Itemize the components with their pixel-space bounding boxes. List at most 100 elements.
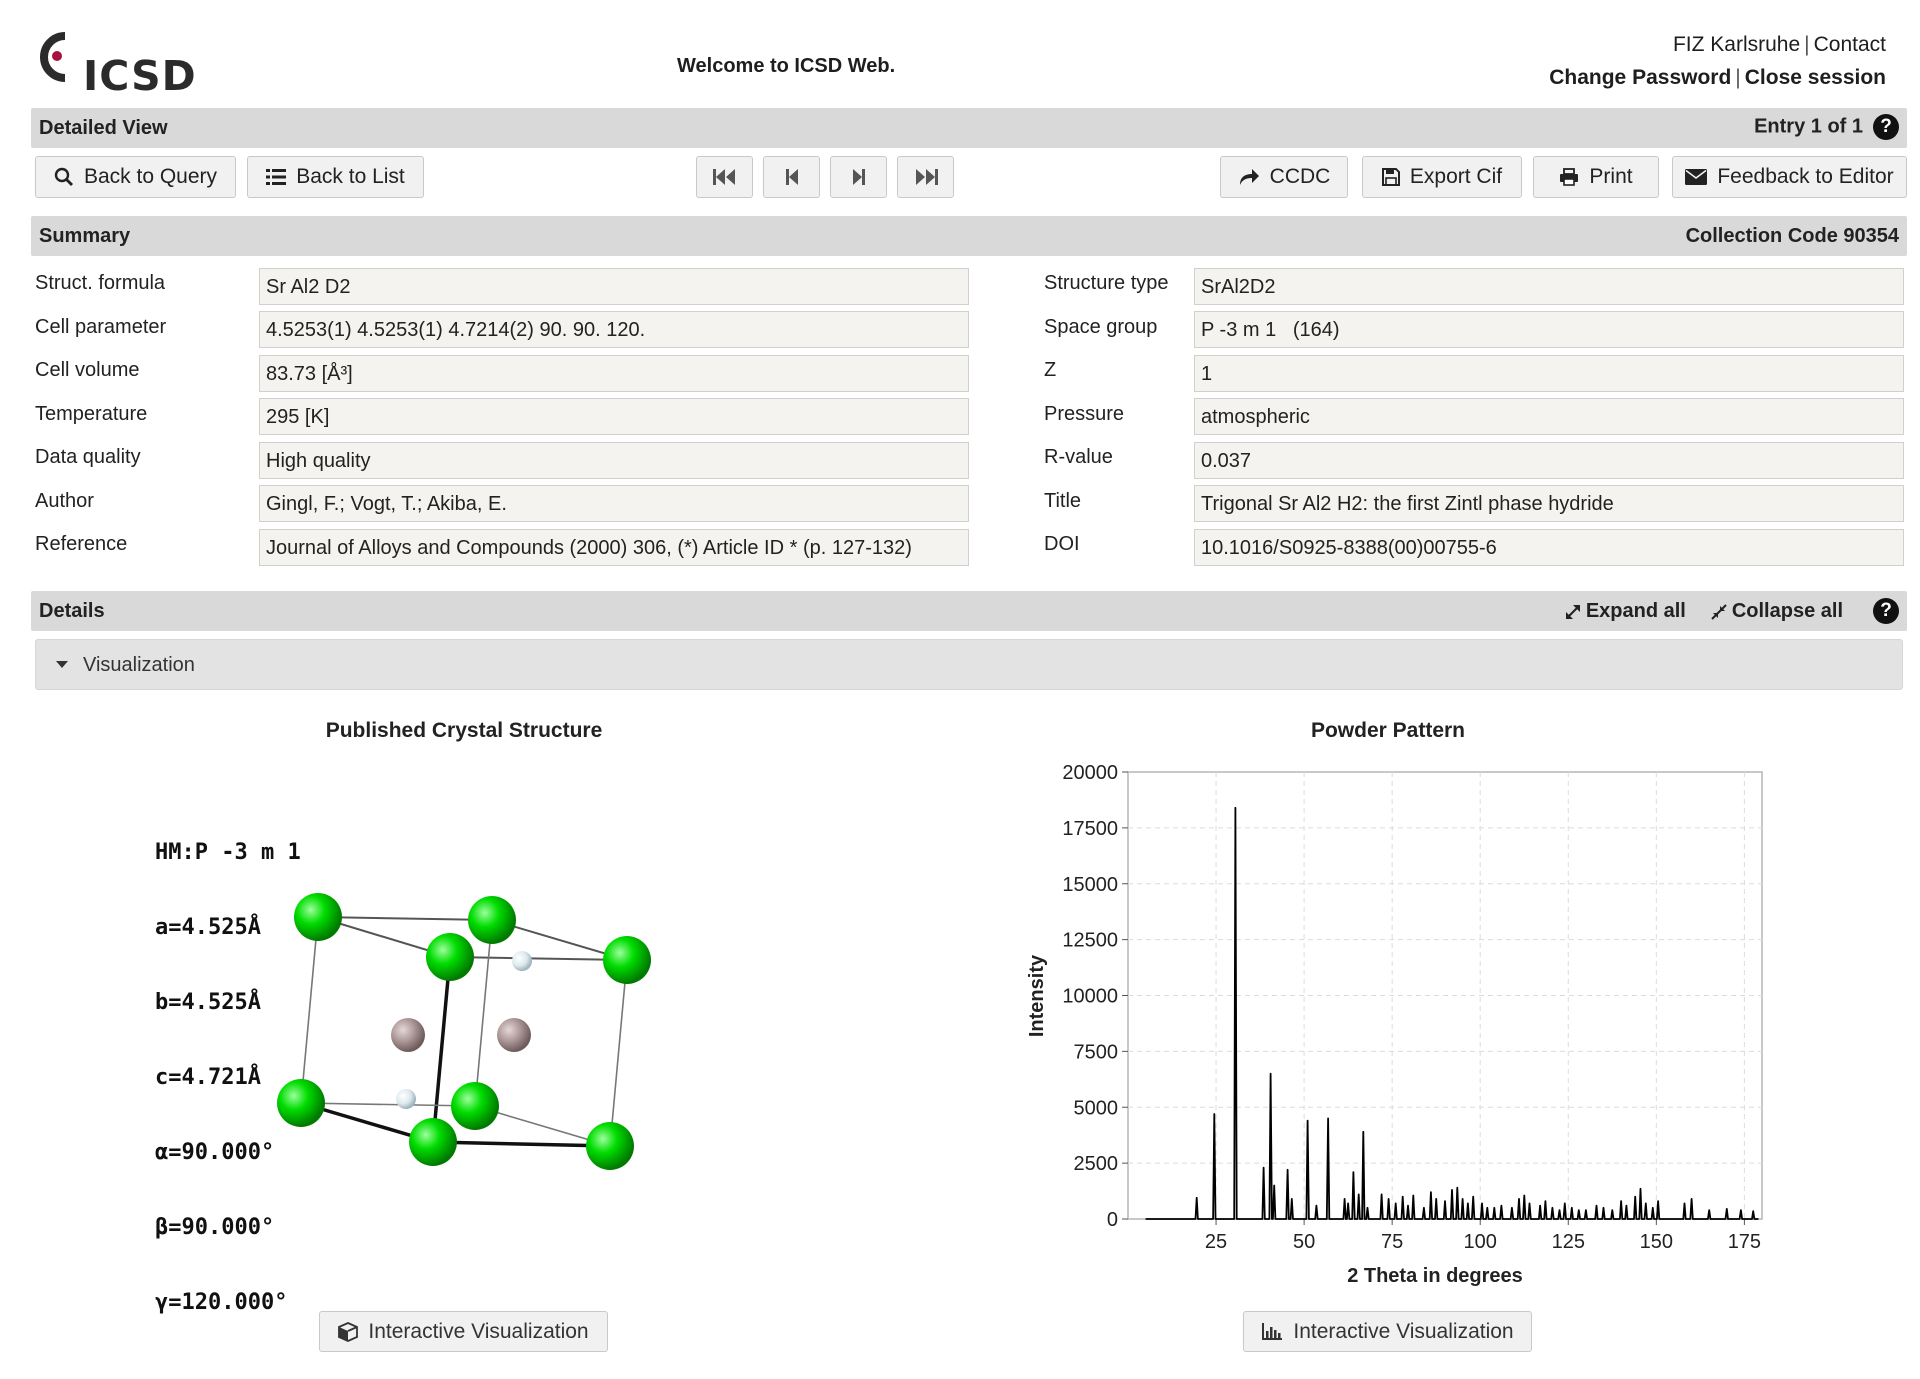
bar-chart-icon (1262, 1322, 1283, 1340)
y-tick-label: 15000 (1062, 874, 1118, 896)
chart-grid (1127, 771, 1763, 1220)
last-entry-button[interactable] (897, 156, 954, 198)
chart-peaks (1145, 806, 1759, 1220)
details-title: Details (39, 600, 105, 622)
visualization-accordion-header[interactable]: Visualization (35, 639, 1903, 690)
visualization-label: Visualization (83, 654, 195, 676)
last-entry-icon (915, 169, 938, 185)
aluminium-atom (409, 1118, 457, 1166)
account-links: FIZ Karlsruhe | Contact Change Password | Cl… (1549, 28, 1886, 94)
x-tick-label: 150 (1640, 1231, 1673, 1253)
z-label: Z (1044, 359, 1057, 381)
x-tick-label: 175 (1728, 1231, 1761, 1253)
first-entry-icon (712, 169, 735, 185)
expand-collapse-controls: Expand all Collapse all (1564, 600, 1843, 623)
lattice-c-text: c=4.721Å (155, 1065, 261, 1090)
icsd-logo[interactable]: ICSD (33, 26, 196, 100)
feedback-to-editor-button[interactable]: Feedback to Editor (1672, 156, 1907, 198)
space-group-field: P -3 m 1 (164) (1194, 311, 1904, 348)
author-label: Author (35, 490, 94, 512)
crystal-structure-title: Published Crystal Structure (325, 719, 603, 742)
caret-down-icon (56, 661, 68, 668)
cell-parameter-label: Cell parameter (35, 316, 167, 338)
lattice-beta-text: β=90.000° (155, 1215, 275, 1240)
back-to-list-label: Back to List (296, 165, 405, 188)
author-field: Gingl, F.; Vogt, T.; Akiba, E. (259, 485, 969, 522)
powder-pattern-title: Powder Pattern (1310, 719, 1466, 742)
feedback-label: Feedback to Editor (1717, 165, 1894, 188)
details-bar: Details Expand all Collapse all ? (31, 591, 1907, 631)
doi-field: 10.1016/S0925-8388(00)00755-6 (1194, 529, 1904, 566)
crystal-structure-viewer[interactable] (260, 880, 680, 1180)
chart-axes: 0 2500 5000 7500 10000 12500 15000 17500 20000 25… (1062, 762, 1761, 1253)
x-tick-label: 50 (1293, 1231, 1315, 1253)
link-separator: | (1804, 33, 1810, 56)
x-tick-label: 75 (1381, 1231, 1403, 1253)
back-to-list-button[interactable]: Back to List (247, 156, 424, 198)
print-label: Print (1589, 165, 1633, 188)
doi-label: DOI (1044, 533, 1080, 555)
change-password-link[interactable]: Change Password (1549, 66, 1732, 89)
y-tick-label: 0 (1107, 1209, 1118, 1231)
struct-formula-field: Sr Al2 D2 (259, 268, 969, 305)
temperature-label: Temperature (35, 403, 148, 425)
previous-entry-icon (785, 169, 798, 185)
structure-type-label: Structure type (1044, 272, 1169, 294)
collapse-all-button[interactable]: Collapse all (1710, 600, 1843, 623)
crystal-interactive-visualization-button[interactable]: Interactive Visualization (319, 1311, 608, 1352)
close-session-link[interactable]: Close session (1744, 66, 1886, 89)
toolbar: Back to Query Back to List CCDC Export C… (31, 156, 1907, 198)
y-tick-label: 2500 (1074, 1153, 1119, 1175)
list-icon (266, 169, 287, 185)
back-to-query-label: Back to Query (83, 165, 218, 188)
logo-arc-icon (40, 32, 66, 82)
cell-parameter-field: 4.5253(1) 4.5253(1) 4.7214(2) 90. 90. 12… (259, 311, 969, 348)
entry-counter: Entry 1 of 1 (1754, 115, 1863, 138)
title-label: Title (1044, 490, 1082, 512)
reference-field: Journal of Alloys and Compounds (2000) 3… (259, 529, 969, 566)
space-group-label: Space group (1044, 316, 1158, 338)
x-axis-label: 2 Theta in degrees (1347, 1265, 1523, 1287)
lattice-alpha-text: α=90.000° (155, 1140, 275, 1165)
contact-link[interactable]: Contact (1813, 33, 1886, 56)
lattice-gamma-text: γ=120.000° (155, 1290, 288, 1315)
powder-interactive-visualization-button[interactable]: Interactive Visualization (1243, 1311, 1532, 1352)
r-value-label: R-value (1044, 446, 1113, 468)
print-button[interactable]: Print (1533, 156, 1659, 198)
expand-all-label: Expand all (1585, 600, 1686, 622)
y-tick-label: 5000 (1074, 1097, 1119, 1119)
aluminium-atom (451, 1082, 499, 1130)
logo-text: ICSD (83, 52, 197, 100)
hydrogen-atom (396, 1089, 416, 1109)
previous-entry-button[interactable] (763, 156, 820, 198)
cell-volume-label: Cell volume (35, 359, 140, 381)
details-help-icon[interactable]: ? (1873, 598, 1899, 624)
y-tick-label: 17500 (1062, 818, 1118, 840)
collection-code: Collection Code 90354 (1685, 225, 1899, 247)
powder-pattern-line (1145, 806, 1759, 1220)
expand-all-button[interactable]: Expand all (1564, 600, 1686, 623)
y-tick-label: 12500 (1062, 930, 1118, 952)
y-tick-label: 10000 (1062, 986, 1118, 1008)
y-axis-label: Intensity (1026, 954, 1048, 1037)
pressure-field: atmospheric (1194, 398, 1904, 435)
aluminium-atom (468, 896, 516, 944)
cell-volume-field: 83.73 [Å³] (259, 355, 969, 392)
back-to-query-button[interactable]: Back to Query (35, 156, 236, 198)
y-tick-label: 7500 (1074, 1041, 1119, 1063)
compress-icon (1711, 603, 1727, 620)
help-icon[interactable]: ? (1873, 114, 1899, 140)
export-cif-button[interactable]: Export Cif (1362, 156, 1522, 198)
next-entry-button[interactable] (830, 156, 887, 198)
data-quality-label: Data quality (35, 446, 141, 468)
summary-bar: Summary Collection Code 90354 (31, 216, 1907, 256)
aluminium-atom (586, 1122, 634, 1170)
next-entry-icon (852, 169, 865, 185)
aluminium-atom (426, 933, 474, 981)
fiz-karlsruhe-link[interactable]: FIZ Karlsruhe (1672, 33, 1801, 56)
powder-pattern-chart[interactable]: 0 2500 5000 7500 10000 12500 15000 17500 20000 25… (1010, 760, 1790, 1290)
ccdc-button[interactable]: CCDC (1220, 156, 1348, 198)
reference-label: Reference (35, 533, 128, 555)
first-entry-button[interactable] (696, 156, 753, 198)
struct-formula-label: Struct. formula (35, 272, 166, 294)
